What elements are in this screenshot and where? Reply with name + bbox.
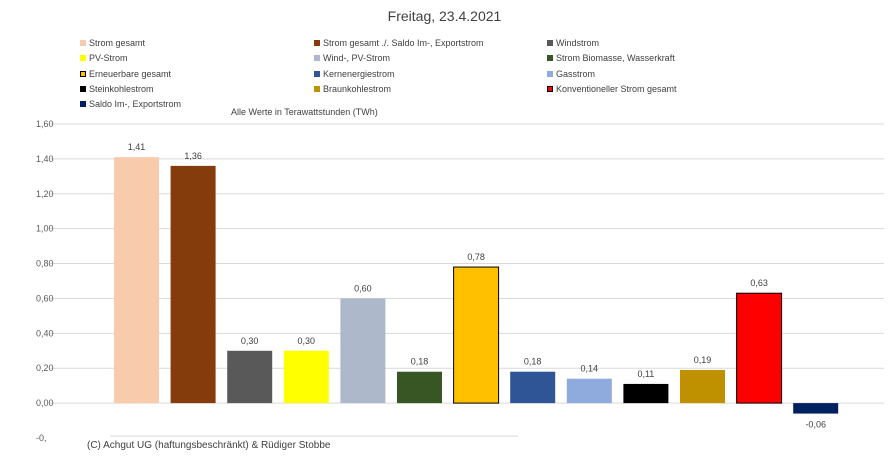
data-label: -0,06 — [805, 420, 826, 430]
bar — [623, 383, 669, 404]
bar — [680, 369, 725, 404]
bar — [114, 157, 159, 404]
bar — [566, 378, 612, 404]
y-tick-label: 0,00 — [36, 398, 54, 408]
legend-label: Erneuerbare gesamt — [89, 68, 172, 79]
legend-label: Gasstrom — [556, 68, 596, 79]
bar — [736, 292, 783, 404]
y-tick-label: 1,00 — [36, 224, 54, 234]
legend-swatch — [314, 55, 320, 62]
legend-label: Steinkohlestrom — [89, 83, 154, 94]
y-tick-label: 0,40 — [36, 328, 54, 338]
legend-item: Braunkohlestrom — [314, 84, 391, 94]
chart-title: Freitag, 23.4.2021 — [387, 8, 502, 24]
data-label: 0,18 — [524, 357, 542, 367]
legend-swatch — [80, 85, 86, 92]
legend-item: PV-Strom — [80, 53, 128, 63]
data-label: 0,14 — [581, 364, 599, 374]
legend-label: Wind-, PV-Strom — [323, 53, 391, 64]
bar — [397, 371, 442, 404]
data-label: 0,18 — [411, 357, 429, 367]
legend-swatch — [314, 40, 320, 46]
legend-item: Windstrom — [547, 38, 599, 48]
legend-item: Strom gesamt ./. Saldo Im-, Exportstrom — [314, 38, 484, 48]
data-label: 1,41 — [128, 142, 146, 152]
legend-swatch — [547, 70, 553, 77]
legend-label: Strom gesamt ./. Saldo Im-, Exportstrom — [323, 38, 484, 48]
legend-swatch — [314, 85, 320, 92]
legend-swatch — [547, 40, 553, 46]
legend-item: Gasstrom — [547, 69, 595, 79]
legend-item: Steinkohlestrom — [80, 84, 154, 94]
y-tick-label: -0, — [36, 433, 47, 443]
bar — [227, 350, 273, 404]
data-label: 1,36 — [184, 151, 202, 161]
legend-swatch — [80, 70, 86, 77]
legend-label: Strom gesamt — [89, 38, 146, 48]
y-tick-label: 1,20 — [36, 189, 54, 199]
data-label: 0,11 — [637, 369, 654, 379]
y-tick-label: 1,60 — [36, 119, 54, 129]
legend-item: Konventioneller Strom gesamt — [547, 84, 677, 94]
legend-swatch — [547, 55, 553, 62]
y-tick-label: 0,60 — [36, 293, 54, 303]
data-label: 0,63 — [750, 278, 768, 288]
data-label: 0,19 — [694, 355, 712, 365]
legend-item: Strom Biomasse, Wasserkraft — [547, 53, 675, 63]
legend-swatch — [80, 55, 86, 62]
legend-item: Kernenergiestrom — [314, 69, 395, 79]
legend-label: PV-Strom — [89, 53, 128, 64]
legend-label: Strom Biomasse, Wasserkraft — [556, 53, 675, 64]
legend-label: Windstrom — [556, 38, 600, 48]
legend-item: Strom gesamt — [80, 38, 145, 48]
legend-swatch — [314, 70, 320, 77]
legend-swatch — [80, 101, 86, 108]
legend-swatch — [80, 40, 86, 46]
legend-item: Saldo Im-, Exportstrom — [80, 99, 181, 109]
data-label: 0,78 — [467, 252, 485, 262]
legend-swatch — [547, 85, 553, 92]
bar — [340, 298, 386, 404]
legend-label: Braunkohlestrom — [323, 83, 392, 94]
copyright-note: (C) Achgut UG (haftungsbeschränkt) & Rüd… — [87, 440, 331, 451]
y-tick-label: 0,80 — [36, 259, 54, 269]
unit-note: Alle Werte in Terawattstunden (TWh) — [231, 107, 378, 117]
legend-item: Erneuerbare gesamt — [80, 69, 171, 79]
bar — [283, 350, 329, 404]
bar — [510, 371, 556, 404]
bar — [793, 403, 839, 414]
bar — [453, 266, 500, 404]
legend-label: Konventioneller Strom gesamt — [556, 83, 677, 94]
legend-label: Kernenergiestrom — [323, 68, 395, 79]
data-label: 0,60 — [354, 283, 372, 293]
y-tick-label: 1,40 — [36, 154, 54, 164]
y-tick-label: 0,20 — [36, 363, 54, 373]
legend-label: Saldo Im-, Exportstrom — [89, 99, 182, 110]
data-label: 0,30 — [298, 336, 316, 346]
legend-item: Wind-, PV-Strom — [314, 53, 390, 63]
data-label: 0,30 — [241, 336, 259, 346]
bar — [170, 165, 216, 404]
